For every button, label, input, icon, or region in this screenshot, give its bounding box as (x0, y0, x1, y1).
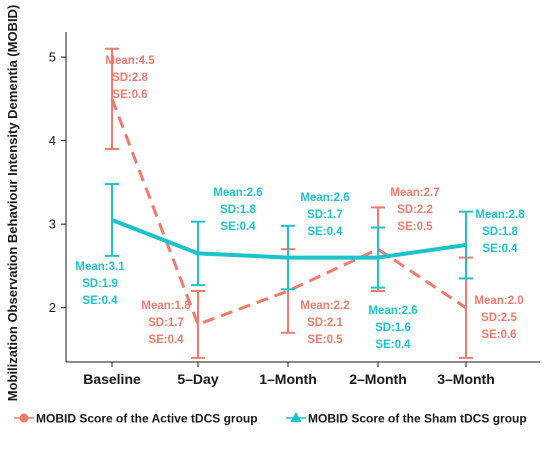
sham-annotation: Mean:2.8 SD:1.8 SE:0.4 (475, 209, 525, 255)
active-series-line (110, 98, 467, 327)
annotation-line: Mean:2.7 (390, 187, 439, 199)
x-tick-label: 2–Month (349, 371, 407, 387)
annotation-line: SD:1.8 (220, 204, 256, 216)
active-annotation: Mean:2.7 SD:2.2 SE:0.5 (390, 187, 439, 233)
annotation-line: SE:0.4 (375, 339, 411, 351)
active-annotation: Mean:2.0 SD:2.5 SE:0.6 (474, 295, 523, 341)
legend-item: MOBID Score of the Sham tDCS group (286, 412, 527, 426)
sham-series-line (111, 218, 467, 260)
annotation-line: SE:0.5 (397, 221, 433, 233)
annotation-line: SD:1.9 (82, 278, 118, 290)
legend-label: MOBID Score of the Sham tDCS group (308, 412, 527, 426)
annotation-line: SE:0.4 (82, 295, 118, 307)
x-tick-label: Baseline (83, 371, 141, 387)
annotation-line: SD:2.5 (481, 312, 517, 324)
x-tick-label: 5–Day (177, 371, 218, 387)
x-tick-label: 1–Month (259, 371, 317, 387)
sham-annotation: Mean:2.6 SD:1.7 SE:0.4 (300, 192, 349, 238)
axes: 2 3 4 5 Baseline 5–Day 1–Month 2–Month 3–Month Mo… (5, 5, 540, 402)
annotation-line: Mean:2.8 (475, 209, 525, 221)
annotation-line: SE:0.4 (482, 243, 518, 255)
legend-item: MOBID Score of the Active tDCS group (14, 412, 258, 426)
error-bar (191, 289, 205, 359)
annotation-line: Mean:2.2 (300, 300, 349, 312)
annotation-line: Mean:2.6 (300, 192, 349, 204)
y-axis-title: Mobilization Observation Behaviour Inten… (5, 5, 20, 402)
annotation-line: SD:1.7 (148, 317, 184, 329)
annotation-line: SE:0.6 (481, 329, 516, 341)
active-annotation: Mean:2.2 SD:2.1 SE:0.5 (300, 300, 349, 346)
sham-annotation: Mean:3.1 SD:1.9 SE:0.4 (75, 261, 125, 307)
series-layer (105, 47, 473, 359)
y-tick-label: 5 (49, 50, 56, 65)
annotation-line: Mean:2.6 (213, 187, 262, 199)
y-tick-label: 3 (49, 217, 56, 232)
annotation-line: Mean:1.8 (141, 300, 191, 312)
annotation-line: SD:1.7 (307, 209, 343, 221)
annotation-line: SD:2.1 (307, 317, 343, 329)
annotation-line: SD:2.8 (112, 72, 148, 84)
annotation-line: SE:0.4 (307, 226, 343, 238)
error-bar (459, 210, 473, 280)
x-tick-label: 3–Month (437, 371, 495, 387)
annotation-line: Mean:4.5 (105, 55, 155, 67)
error-bar (105, 183, 119, 257)
legend-marker-circle (19, 413, 29, 423)
annotation-line: Mean:2.0 (474, 295, 523, 307)
legend-marker-triangle (290, 412, 302, 422)
annotation-line: Mean:3.1 (75, 261, 125, 273)
annotation-line: SD:1.6 (375, 322, 411, 334)
sham-annotation: Mean:2.6 SD:1.6 SE:0.4 (368, 305, 417, 351)
annotation-line: SE:0.5 (307, 334, 343, 346)
active-annotation: Mean:1.8 SD:1.7 SE:0.4 (141, 300, 191, 346)
y-tick-label: 4 (49, 133, 56, 148)
annotation-line: SD:1.8 (482, 226, 518, 238)
annotation-line: SE:0.6 (112, 89, 147, 101)
annotation-line: Mean:2.6 (368, 305, 417, 317)
annotation-line: SD:2.2 (397, 204, 433, 216)
sham-annotation: Mean:2.6 SD:1.8 SE:0.4 (213, 187, 262, 233)
y-tick-label: 2 (49, 300, 56, 315)
annotation-line: SE:0.4 (220, 221, 256, 233)
annotations: Mean:4.5 SD:2.8 SE:0.6 Mean:1.8 SD:1.7 SE:0.4… (75, 55, 525, 351)
active-annotation: Mean:4.5 SD:2.8 SE:0.6 (105, 55, 155, 101)
annotation-line: SE:0.4 (148, 334, 184, 346)
legend: MOBID Score of the Active tDCS group MOBI… (14, 412, 527, 426)
legend-label: MOBID Score of the Active tDCS group (36, 412, 258, 426)
